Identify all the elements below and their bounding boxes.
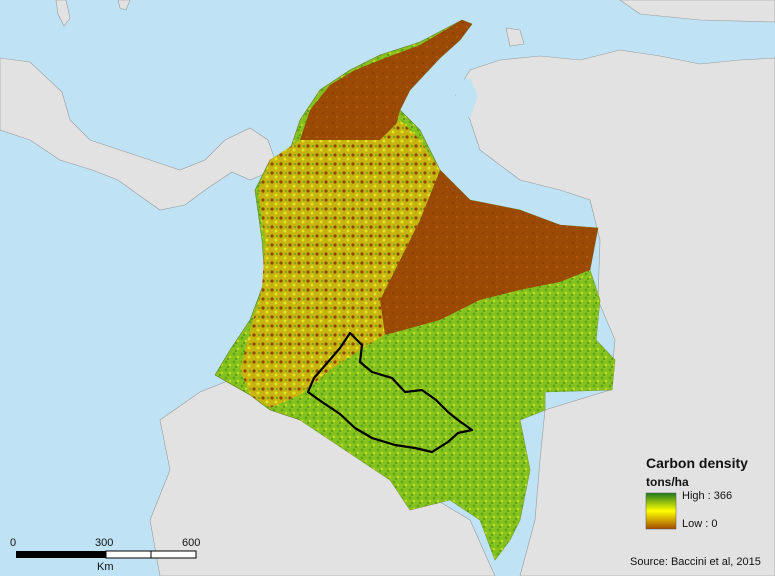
scale-unit: Km [97,561,114,573]
scale-tick-0: 0 [10,537,17,549]
legend-high-label: High : 366 [682,490,733,502]
andes-region [240,120,440,408]
venezuela-land [454,49,775,576]
maracaibo-lake [455,78,478,118]
legend-color-ramp [645,492,677,530]
caribbean-islands [55,0,775,47]
amazon-green-region [300,270,615,560]
legend-title: Carbon density [646,455,748,471]
source-credit: Source: Baccini et al, 2015 [630,556,761,568]
legend-unit: tons/ha [646,475,689,489]
scale-bar [16,550,197,559]
legend-low-label: Low : 0 [682,518,718,530]
scale-tick-600: 600 [182,537,201,549]
caribbean-brown-region [300,20,472,150]
scale-bar-segment-1 [16,551,106,558]
scale-tick-300: 300 [95,537,114,549]
watershed-outline [306,331,474,454]
scale-bar-segment-3 [105,550,152,559]
llanos-brown-region [380,170,598,335]
